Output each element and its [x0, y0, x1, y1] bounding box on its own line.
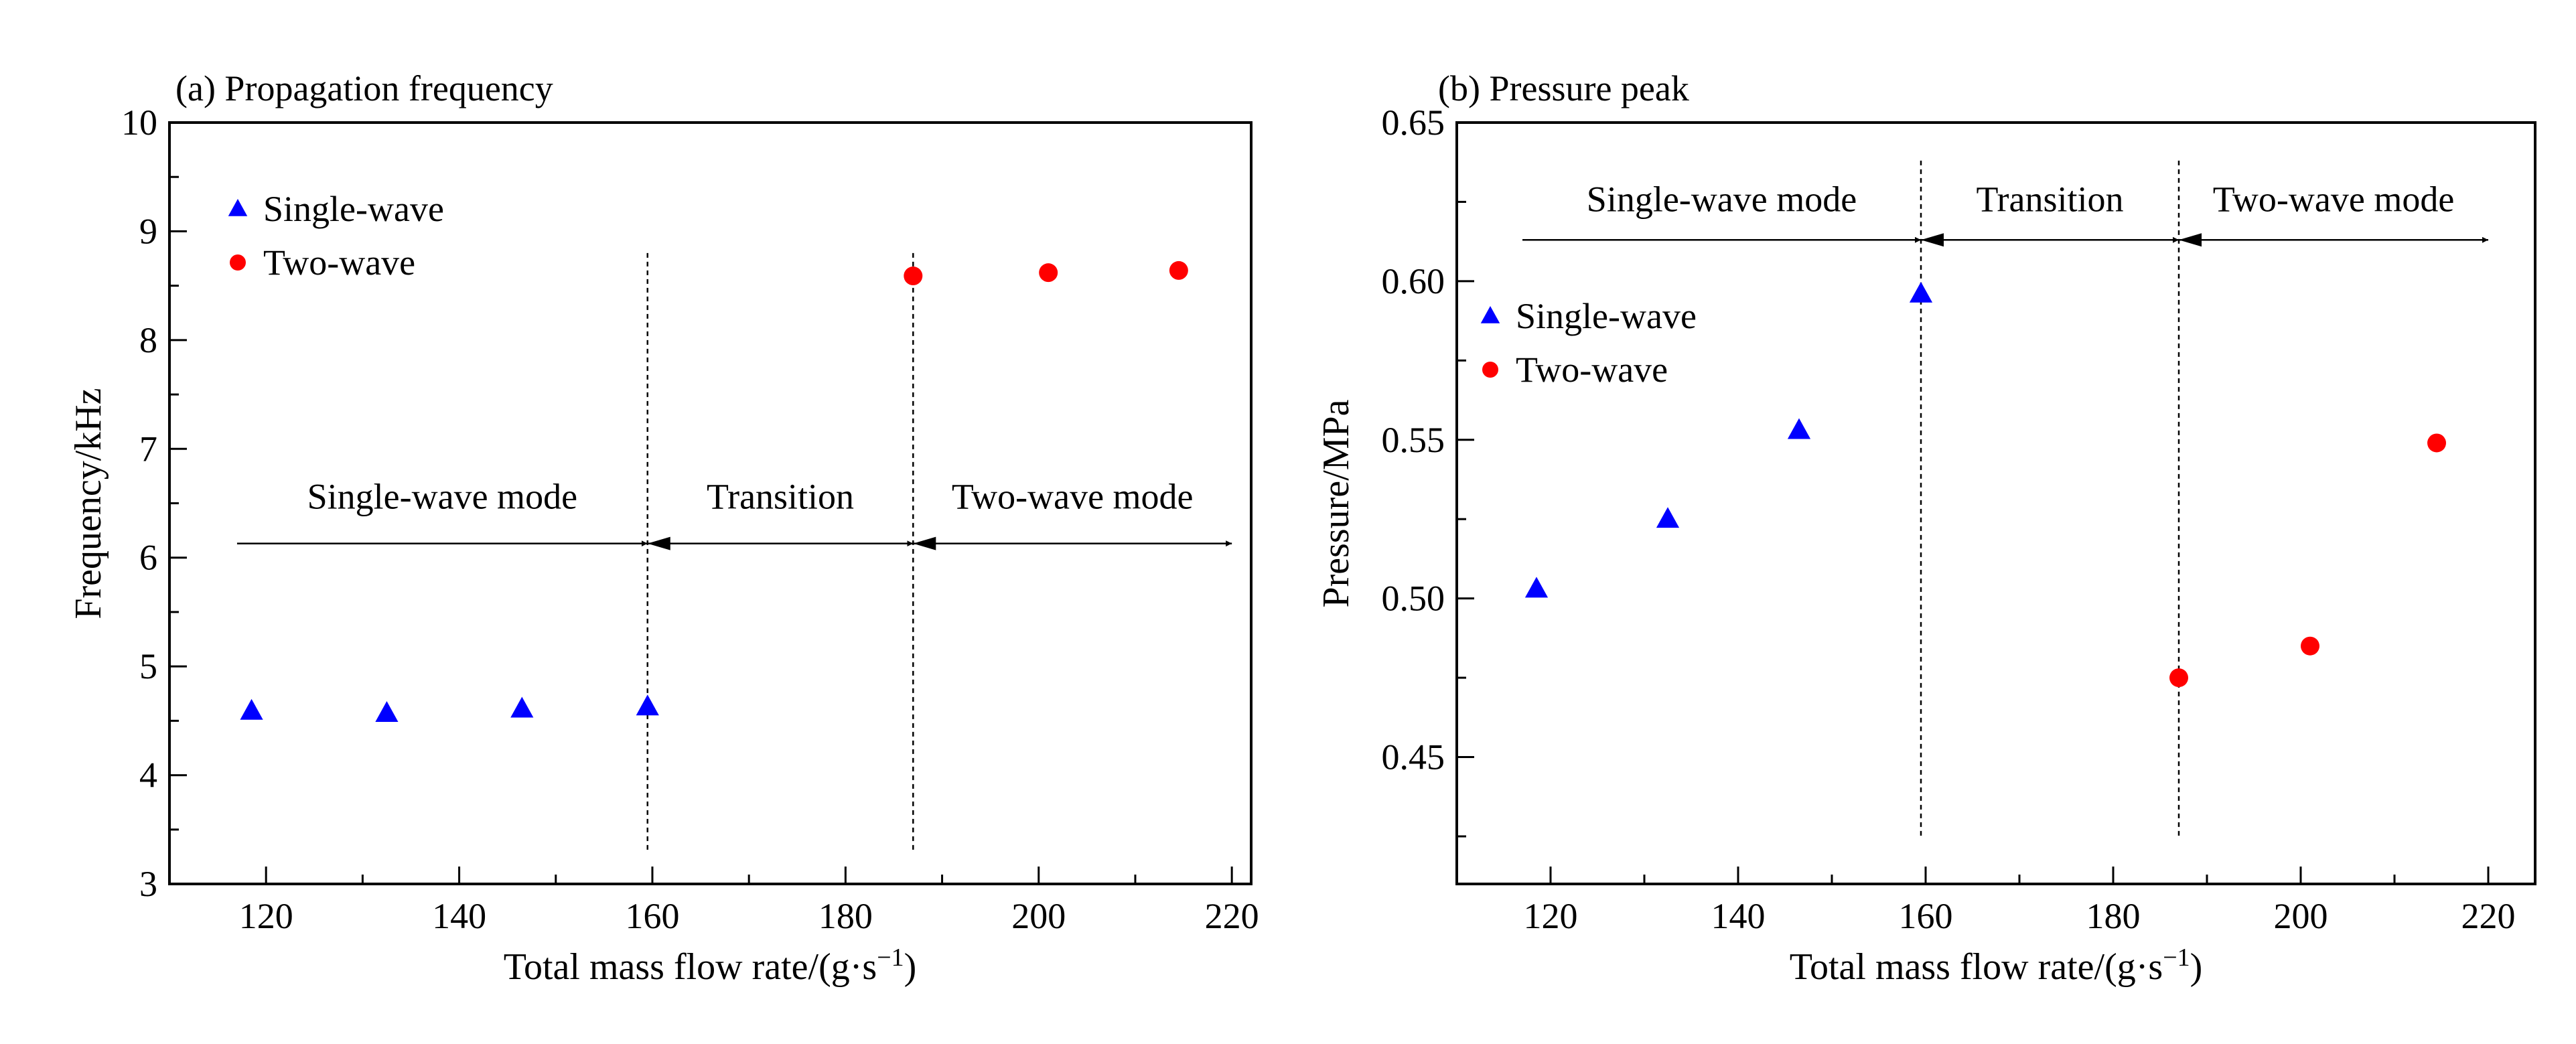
data-point-two-wave — [2427, 433, 2446, 453]
data-point-two-wave — [1169, 260, 1188, 280]
y-tick-label: 0.55 — [1382, 420, 1445, 460]
arrowhead-left — [913, 536, 936, 550]
mode-label-transition: Transition — [707, 477, 854, 517]
y-tick-label: 0.45 — [1382, 737, 1445, 777]
x-tick-label: 220 — [1205, 896, 1259, 936]
x-tick-label: 120 — [239, 896, 293, 936]
arrowhead-left — [2179, 233, 2202, 247]
x-tick-label: 220 — [2461, 896, 2516, 936]
legend-label-two-wave: Two-wave — [1516, 350, 1668, 390]
arrowhead-left — [647, 536, 670, 550]
legend-label-two-wave: Two-wave — [263, 242, 415, 283]
y-tick-label: 0.65 — [1382, 102, 1445, 143]
arrowhead-left — [1921, 233, 1944, 247]
y-tick-label: 0.50 — [1382, 579, 1445, 619]
data-point-single-wave — [636, 694, 659, 716]
data-point-two-wave — [2169, 668, 2188, 688]
x-tick-label: 160 — [625, 896, 679, 936]
y-axis-label: Frequency/kHz — [68, 388, 109, 619]
legend: Single-wave Two-wave — [1480, 296, 1697, 390]
data-point-single-wave — [1787, 418, 1811, 439]
y-tick-label: 7 — [139, 429, 157, 469]
x-tick-label: 120 — [1524, 896, 1578, 936]
x-tick-label: 180 — [818, 896, 873, 936]
legend-marker-two-wave — [1482, 362, 1498, 378]
x-tick-label: 140 — [1711, 896, 1766, 936]
y-tick-label: 3 — [139, 864, 157, 904]
data-point-two-wave — [1039, 263, 1058, 283]
data-point-single-wave — [1909, 281, 1933, 303]
x-tick-label: 140 — [432, 896, 486, 936]
x-tick-label: 200 — [1011, 896, 1066, 936]
legend-label-single-wave: Single-wave — [1516, 296, 1697, 336]
legend-marker-single-wave — [1480, 306, 1500, 323]
x-axis-label: Total mass flow rate/(g·s−1) — [1790, 944, 2203, 988]
y-tick-label: 5 — [139, 646, 157, 686]
data-point-single-wave — [1524, 577, 1549, 598]
x-tick-label: 160 — [1899, 896, 1953, 936]
x-tick-label: 180 — [2086, 896, 2141, 936]
legend-label-single-wave: Single-wave — [263, 189, 444, 229]
panel-a-propagation-frequency: (a) Propagation frequency 120 140 160 180 20… — [68, 68, 1259, 988]
panel-b-title: (b) Pressure peak — [1438, 68, 1689, 108]
data-point-single-wave — [375, 700, 399, 722]
y-tick-label: 0.60 — [1382, 261, 1445, 301]
data-point-single-wave — [1656, 507, 1680, 528]
mode-label-transition: Transition — [1976, 179, 2123, 220]
x-tick-label: 200 — [2274, 896, 2328, 936]
legend-marker-two-wave — [230, 254, 246, 271]
panel-a-title: (a) Propagation frequency — [175, 68, 553, 108]
y-tick-label: 9 — [139, 211, 157, 251]
x-axis-label: Total mass flow rate/(g·s−1) — [504, 944, 917, 988]
y-tick-label: 10 — [121, 102, 157, 143]
mode-label-single-wave-mode: Single-wave mode — [307, 477, 577, 517]
mode-label-single-wave-mode: Single-wave mode — [1587, 179, 1857, 220]
mode-label-two-wave-mode: Two-wave mode — [2213, 179, 2455, 220]
data-point-single-wave — [240, 698, 263, 720]
data-point-two-wave — [904, 267, 923, 286]
y-tick-label: 4 — [139, 755, 157, 796]
panel-b-pressure-peak: (b) Pressure peak 120 140 160 180 200 220 0.45… — [1315, 68, 2536, 988]
y-axis-label: Pressure/MPa — [1315, 399, 1357, 607]
legend-marker-single-wave — [228, 199, 248, 216]
y-tick-label: 8 — [139, 320, 157, 360]
y-tick-label: 6 — [139, 538, 157, 578]
data-point-two-wave — [2301, 636, 2319, 656]
data-point-single-wave — [510, 696, 534, 718]
mode-label-two-wave-mode: Two-wave mode — [952, 477, 1194, 517]
plot-frame — [1455, 121, 2536, 885]
legend: Single-wave Two-wave — [228, 189, 444, 283]
